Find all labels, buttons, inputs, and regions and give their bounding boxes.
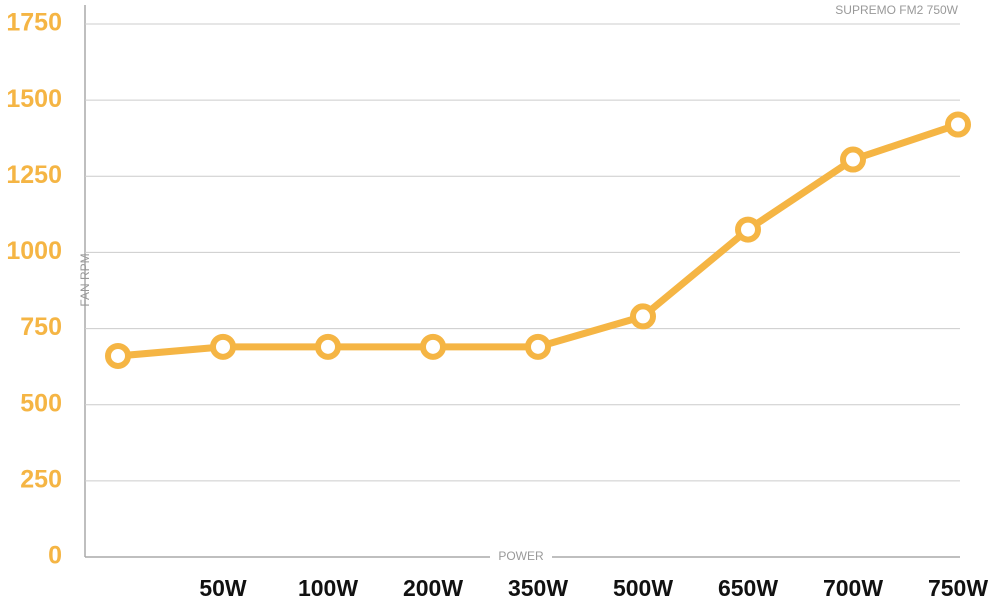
x-tick-label: 50W bbox=[199, 575, 247, 601]
x-tick-label: 200W bbox=[403, 575, 463, 601]
y-tick-label: 1250 bbox=[6, 161, 62, 189]
x-label-bg bbox=[490, 548, 552, 566]
data-point bbox=[735, 216, 761, 243]
chart-title: SUPREMO FM2 750W bbox=[835, 3, 958, 17]
y-tick-label: 750 bbox=[20, 313, 62, 341]
grid bbox=[85, 23, 960, 482]
y-axis-label: FAN RPM bbox=[78, 253, 92, 306]
data-point bbox=[105, 342, 131, 369]
y-tick-label: 250 bbox=[20, 465, 62, 493]
data-point bbox=[525, 333, 551, 360]
x-tick-label: 500W bbox=[613, 575, 673, 601]
y-tick-label: 1500 bbox=[6, 85, 62, 113]
x-axis-label: POWER bbox=[498, 549, 544, 563]
y-tick-label: 1750 bbox=[6, 9, 62, 37]
data-point bbox=[840, 146, 866, 173]
x-tick-label: 650W bbox=[718, 575, 778, 601]
y-tick-label: 500 bbox=[20, 389, 62, 417]
data-point bbox=[630, 303, 656, 330]
data-point bbox=[945, 111, 971, 138]
data-point bbox=[210, 333, 236, 360]
y-tick-label: 0 bbox=[48, 542, 62, 570]
data-point bbox=[315, 333, 341, 360]
x-tick-label: 100W bbox=[298, 575, 358, 601]
y-tick-label: 1000 bbox=[6, 237, 62, 265]
x-tick-label: 700W bbox=[823, 575, 883, 601]
data-point bbox=[420, 333, 446, 360]
data-line bbox=[117, 121, 960, 360]
x-tick-label: 350W bbox=[508, 575, 568, 601]
x-tick-label: 750W bbox=[928, 575, 988, 601]
